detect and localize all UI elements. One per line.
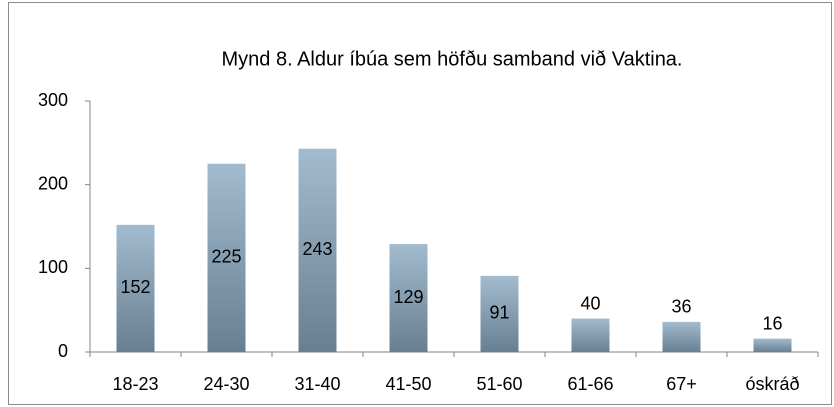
x-tick-label: 24-30	[203, 374, 249, 394]
x-tick-label: 67+	[666, 374, 697, 394]
x-tick-label: 31-40	[294, 374, 340, 394]
x-tick-label: 41-50	[385, 374, 431, 394]
x-tick-label: 51-60	[476, 374, 522, 394]
data-label: 16	[762, 313, 782, 333]
y-tick-label: 200	[38, 173, 68, 193]
x-tick-label: 18-23	[112, 374, 158, 394]
data-label: 36	[671, 297, 691, 317]
bar	[207, 163, 246, 352]
data-label: 225	[211, 247, 241, 267]
bar	[298, 148, 337, 352]
x-tick-label: 61-66	[567, 374, 613, 394]
data-label: 40	[580, 293, 600, 313]
y-tick-label: 100	[38, 257, 68, 277]
bar	[753, 338, 792, 352]
data-label: 243	[302, 239, 332, 259]
bar	[662, 321, 701, 352]
bar	[480, 275, 519, 352]
data-label: 152	[120, 277, 150, 297]
bar	[389, 244, 428, 352]
data-label: 129	[393, 287, 423, 307]
data-label: 91	[489, 303, 509, 323]
bar	[571, 318, 610, 352]
bar	[116, 224, 155, 352]
y-tick-label: 300	[38, 90, 68, 110]
chart-title: Mynd 8. Aldur íbúa sem höfðu samband við…	[221, 48, 682, 70]
y-tick-label: 0	[58, 341, 68, 361]
x-tick-label: óskráð	[745, 374, 799, 394]
